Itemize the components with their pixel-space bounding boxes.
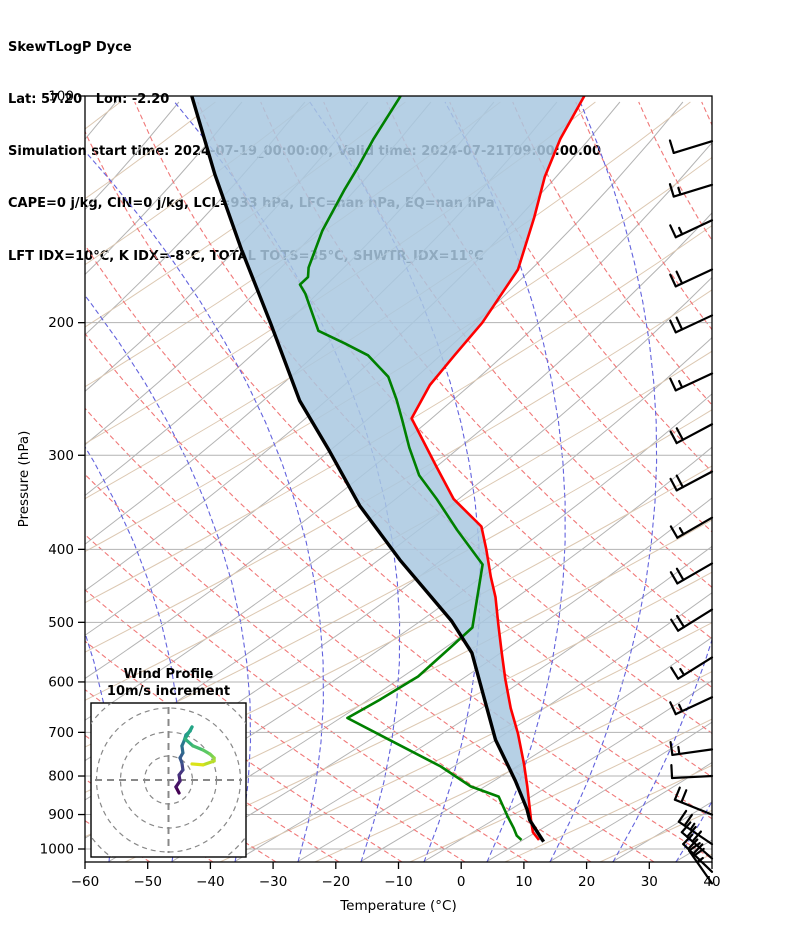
wind-barb [669, 314, 714, 334]
y-tick-label: 1000 [40, 842, 74, 858]
x-tick-label: −60 [71, 874, 100, 890]
parcel-line [190, 96, 546, 843]
wind-barb [668, 139, 714, 154]
y-tick-label: 600 [48, 674, 74, 690]
wind-barb [682, 833, 714, 873]
y-tick-label: 900 [48, 807, 74, 823]
y-tick-label: 400 [48, 542, 74, 558]
wind-barb [669, 268, 714, 288]
hodograph-rings [91, 703, 246, 857]
y-axis-label: Pressure (hPa) [16, 431, 32, 528]
x-tick-label: 0 [457, 874, 466, 890]
wind-barbs [668, 139, 714, 885]
y-tick-label: 300 [48, 448, 74, 464]
wind-barb [669, 372, 714, 392]
wind-barb [669, 470, 714, 492]
x-tick-label: 30 [641, 874, 658, 890]
temperature-line [410, 96, 586, 841]
wind-barb [687, 842, 714, 885]
y-tick-label: 100 [48, 89, 74, 105]
wind-barb [677, 809, 714, 846]
x-axis-label: Temperature (°C) [339, 898, 457, 914]
wind-barb [673, 786, 714, 816]
hodograph-title: Wind Profile [124, 667, 214, 682]
y-tick-label: 500 [48, 615, 74, 631]
hodograph-inset: Wind Profile 10m/s increment [90, 667, 247, 858]
x-tick-label: −30 [259, 874, 288, 890]
wind-barb [670, 608, 714, 632]
dewpoint-line [298, 96, 523, 841]
header-title: SkewTLogP Dyce [8, 39, 132, 55]
x-tick-label: −10 [384, 874, 413, 890]
wind-barb [669, 423, 714, 445]
wind-barb [669, 562, 714, 585]
wind-barb [670, 656, 714, 680]
wind-barb [669, 696, 714, 716]
x-tick-label: −40 [196, 874, 225, 890]
y-tick-label: 800 [48, 769, 74, 785]
y-tick-label: 200 [48, 315, 74, 331]
wind-barb [669, 740, 714, 757]
wind-barb [669, 516, 714, 539]
x-tick-label: −20 [322, 874, 351, 890]
y-tick-label: 700 [48, 725, 74, 741]
wind-barb [669, 219, 714, 239]
hodograph-subtitle: 10m/s increment [107, 684, 230, 699]
x-tick-label: −50 [133, 874, 162, 890]
area-shading [191, 96, 585, 842]
hodograph-trace [174, 725, 216, 795]
x-tick-label: 10 [515, 874, 532, 890]
wind-barb [668, 183, 714, 198]
wind-barb [670, 763, 714, 780]
x-tick-label: 20 [578, 874, 595, 890]
